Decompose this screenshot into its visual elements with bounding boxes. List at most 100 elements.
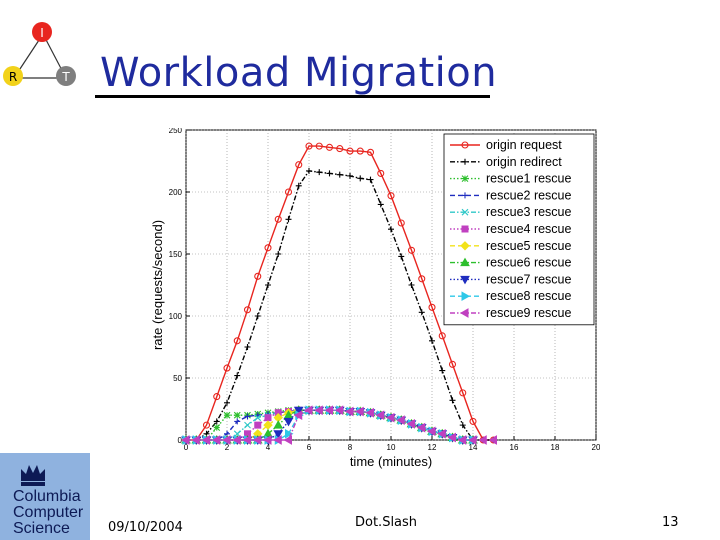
logo-node-r [3, 66, 23, 86]
data-point [356, 147, 364, 155]
data-point [273, 430, 284, 439]
data-point [213, 418, 220, 425]
slide-title: Workload Migration [100, 50, 498, 96]
legend-label: origin request [486, 138, 562, 152]
data-point [326, 170, 333, 177]
legend-marker [461, 141, 469, 149]
legend-label: rescue3 rescue [486, 205, 572, 219]
data-point [377, 201, 384, 208]
data-point [388, 226, 394, 233]
legend-marker [460, 257, 470, 267]
data-point [459, 389, 467, 397]
x-tick-label: 6 [307, 443, 312, 452]
data-point [355, 406, 364, 417]
data-point [447, 432, 456, 443]
legend-marker [462, 158, 468, 165]
data-point [213, 424, 221, 431]
data-point [275, 251, 282, 257]
x-axis-label: time (minutes) [350, 454, 432, 469]
logo-line-1: Columbia [13, 488, 81, 505]
data-point [244, 413, 251, 420]
page-number: 13 [662, 515, 679, 530]
legend-marker [460, 241, 470, 251]
data-point [377, 169, 385, 177]
data-point [366, 148, 375, 156]
y-tick-label: 0 [178, 436, 183, 445]
x-tick-label: 20 [592, 443, 600, 452]
data-point [347, 172, 353, 179]
legend-label: rescue2 rescue [486, 188, 572, 202]
footer-center-text: Dot.Slash [355, 515, 418, 530]
data-point [223, 364, 231, 372]
legend-label: rescue4 rescue [486, 222, 572, 236]
logo-line-3: Science [13, 520, 70, 537]
slide-date: 09/10/2004 [108, 520, 183, 535]
legend-marker [461, 225, 469, 233]
legend-label: rescue6 rescue [486, 256, 572, 270]
data-point [191, 435, 200, 445]
data-point [303, 405, 313, 416]
logo-letter-i: I [40, 26, 44, 40]
data-point [234, 372, 241, 379]
columbia-logo: Columbia Computer Science [0, 453, 90, 540]
data-point [439, 367, 446, 374]
data-point [387, 192, 395, 200]
data-point [201, 435, 210, 445]
data-point [438, 332, 446, 340]
data-point [416, 422, 426, 433]
y-tick-label: 250 [169, 128, 183, 135]
x-tick-label: 12 [428, 443, 437, 452]
legend-label: rescue8 rescue [486, 289, 572, 303]
x-tick-label: 18 [551, 443, 560, 452]
legend-label: origin redirect [486, 155, 562, 169]
y-tick-label: 100 [169, 312, 183, 321]
title-underline [95, 95, 490, 98]
data-point [385, 412, 395, 423]
x-tick-label: 16 [510, 443, 519, 452]
legend-marker [459, 308, 469, 318]
legend-label: rescue9 rescue [486, 306, 572, 320]
data-point [233, 430, 241, 438]
x-tick-label: 10 [387, 443, 396, 452]
data-point [283, 435, 292, 445]
data-point [295, 161, 303, 169]
y-tick-label: 200 [169, 188, 183, 197]
legend-marker [461, 291, 471, 302]
data-point [406, 419, 415, 429]
data-point [305, 142, 313, 150]
data-point [285, 428, 294, 439]
legend-label: rescue5 rescue [486, 239, 572, 253]
data-point [262, 435, 272, 445]
data-point [252, 435, 262, 445]
legend-label: rescue7 rescue [486, 272, 572, 286]
data-point [397, 219, 405, 227]
data-point [437, 428, 446, 439]
x-tick-label: 4 [266, 443, 271, 452]
data-point [334, 405, 344, 416]
data-point [426, 426, 436, 437]
y-axis-label: rate (requests/second) [150, 220, 165, 350]
data-point [316, 169, 323, 176]
data-point [448, 360, 457, 368]
data-point [274, 215, 282, 223]
data-point [283, 417, 294, 427]
data-point [459, 422, 466, 429]
data-point [244, 344, 251, 350]
data-point [202, 421, 211, 429]
data-point [429, 337, 435, 344]
data-point [314, 405, 323, 416]
data-point [357, 175, 364, 182]
x-tick-label: 14 [469, 443, 478, 452]
data-point [315, 142, 323, 150]
data-point [221, 435, 231, 445]
data-point [254, 313, 261, 319]
data-point [243, 306, 252, 314]
legend-marker [462, 192, 468, 199]
series-line-1 [186, 145, 494, 441]
data-point [467, 435, 477, 445]
data-point [325, 143, 334, 151]
data-point [242, 435, 251, 445]
logo-node-t [56, 66, 76, 86]
data-point [273, 435, 282, 445]
